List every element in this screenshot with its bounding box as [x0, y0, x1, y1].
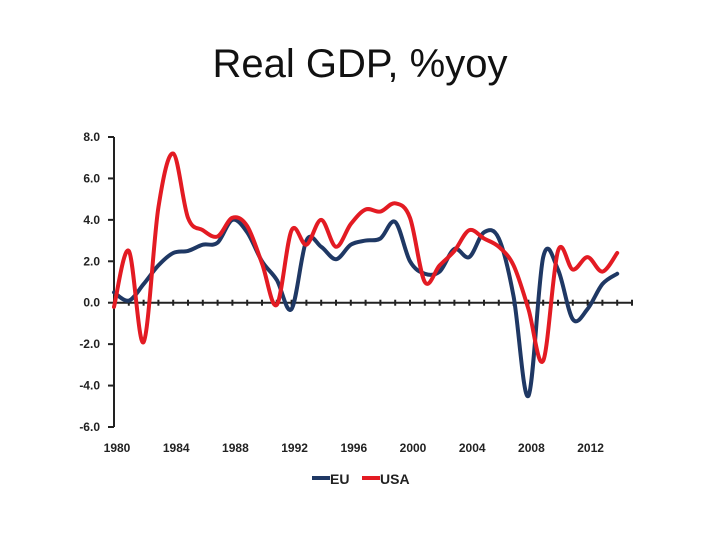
y-tick-label: -2.0 — [79, 337, 100, 351]
legend: EU USA — [312, 471, 410, 487]
x-tick-label: 1992 — [281, 441, 308, 455]
y-tick-label: 0.0 — [83, 296, 100, 310]
x-tick-label: 1980 — [104, 441, 131, 455]
y-tick-label: 8.0 — [83, 130, 100, 144]
y-tick-label: -4.0 — [79, 379, 100, 393]
series-lines — [112, 151, 620, 398]
series-line-eu — [112, 217, 620, 398]
legend-label-eu: EU — [330, 471, 349, 487]
y-tick-label: 4.0 — [83, 213, 100, 227]
y-tick-label: -6.0 — [79, 420, 100, 434]
y-tick-label: 2.0 — [83, 254, 100, 268]
chart-title: Real GDP, %yoy — [212, 42, 508, 86]
y-tick-label: 6.0 — [83, 171, 100, 185]
x-tick-label: 2000 — [400, 441, 427, 455]
x-tick-label: 1996 — [340, 441, 367, 455]
legend-label-usa: USA — [380, 471, 410, 487]
x-tick-label: 1984 — [163, 441, 190, 455]
x-tick-label: 2004 — [459, 441, 486, 455]
x-tick-label: 1988 — [222, 441, 249, 455]
x-tick-label: 2008 — [518, 441, 545, 455]
x-tick-label: 2012 — [577, 441, 604, 455]
axes: 8.0 6.0 4.0 2.0 0.0 -2.0 -4.0 -6.0 1980 1984 1988 1… — [79, 130, 633, 455]
series-line-usa — [112, 151, 620, 365]
